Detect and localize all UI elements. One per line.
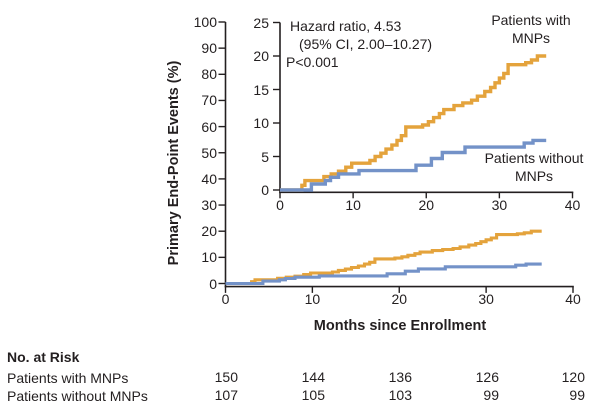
risk-value: 99 <box>483 387 499 403</box>
series-label-with-mnps: Patients with MNPs <box>491 11 570 47</box>
main-x-tick-label: 10 <box>304 291 321 307</box>
main-y-tick-label: 50 <box>201 144 217 161</box>
series-label-without-mnps-line1: Patients without <box>484 150 584 166</box>
risk-row-label-with-mnps: Patients with MNPs <box>7 370 129 386</box>
curve-patients-without-mnps <box>280 138 547 192</box>
inset-y-tick-label: 10 <box>253 115 269 131</box>
inset-x-tick-label: 10 <box>345 197 361 213</box>
inset-x-tick-label: 20 <box>418 197 435 213</box>
main-y-tick-label: 30 <box>201 197 217 214</box>
curve-patients-without-mnps <box>225 262 542 286</box>
inset-x-tick-label: 40 <box>564 197 581 213</box>
main-y-tick-label: 0 <box>209 275 217 292</box>
main-y-tick-label: 70 <box>201 92 217 109</box>
inset-y-tick-label: 5 <box>261 148 269 165</box>
risk-value: 103 <box>388 387 412 403</box>
curve-patients-with-mnps <box>280 54 547 192</box>
main-y-tick-label: 60 <box>201 118 217 135</box>
risk-value: 136 <box>388 369 412 385</box>
main-y-tick-label: 10 <box>201 249 217 266</box>
main-x-tick-label: 0 <box>221 291 230 307</box>
risk-value: 120 <box>561 369 585 385</box>
x-axis-title: Months since Enrollment <box>313 318 487 334</box>
main-y-tick-label: 20 <box>201 223 217 240</box>
risk-value: 107 <box>214 387 238 403</box>
risk-value: 150 <box>214 369 238 385</box>
p-value-annotation: P<0.001 <box>286 54 339 70</box>
series-label-without-mnps: Patients without MNPs <box>485 149 584 185</box>
series-label-without-mnps-line2: MNPs <box>514 168 554 184</box>
series-label-with-mnps-line2: MNPs <box>511 30 551 46</box>
main-x-tick-label: 30 <box>478 291 494 307</box>
series-label-with-mnps-line1: Patients with <box>491 12 571 28</box>
y-axis-title: Primary End-Point Events (%) <box>166 60 182 266</box>
inset-y-tick-label: 25 <box>253 14 269 31</box>
risk-value: 105 <box>301 387 325 403</box>
risk-value: 144 <box>301 369 325 385</box>
inset-x-tick-label: 30 <box>491 197 508 213</box>
main-x-tick-label: 40 <box>565 291 581 307</box>
main-y-tick-label: 80 <box>201 66 217 83</box>
inset-x-tick-label: 0 <box>276 197 284 213</box>
hazard-ratio-annotation-line2: (95% CI, 2.00–10.27) <box>299 36 433 52</box>
main-x-tick-label: 20 <box>391 291 408 307</box>
risk-table-title: No. at Risk <box>7 349 80 365</box>
risk-row-label-without-mnps: Patients without MNPs <box>7 388 148 404</box>
risk-value: 126 <box>475 369 499 385</box>
risk-value: 99 <box>569 387 585 403</box>
main-y-tick-label: 40 <box>201 170 217 187</box>
inset-y-tick-label: 20 <box>253 48 269 64</box>
inset-y-tick-label: 0 <box>261 182 269 198</box>
main-y-tick-label: 100 <box>193 14 217 30</box>
main-y-tick-label: 90 <box>201 40 217 57</box>
inset-y-tick-label: 15 <box>253 81 269 98</box>
hazard-ratio-annotation-line1: Hazard ratio, 4.53 <box>290 18 402 34</box>
